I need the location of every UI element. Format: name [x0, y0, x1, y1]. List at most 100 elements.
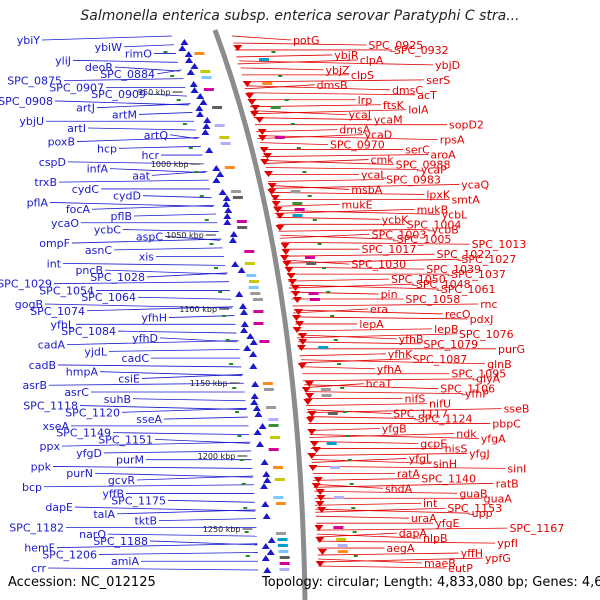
gene-label[interactable]: SPC_1120 [65, 406, 120, 419]
gene-label[interactable]: SPC_0884 [100, 68, 155, 81]
gene-label[interactable]: yfgL [409, 452, 433, 465]
gene-label[interactable]: SPC_1037 [451, 268, 506, 281]
gene-label[interactable]: SPC_1003 [372, 228, 427, 241]
gene-label[interactable]: msbA [351, 183, 382, 196]
gene-label[interactable]: SPC_1004 [407, 218, 462, 231]
gene-label[interactable]: mukE [342, 198, 373, 211]
gene-label[interactable]: aspC [136, 230, 163, 243]
gene-label[interactable]: gcpE [420, 437, 447, 450]
gene-label[interactable]: yfgD [76, 447, 102, 460]
gene-label[interactable]: narQ [79, 528, 106, 541]
gene-label[interactable]: SPC_1087 [412, 353, 467, 366]
gene-label[interactable]: purN [66, 467, 93, 480]
gene-label[interactable]: smtA [451, 193, 480, 206]
gene-label[interactable]: ybiW [95, 41, 123, 54]
gene-label[interactable]: SPC_1167 [509, 522, 564, 535]
gene-label[interactable]: SPC_1175 [111, 494, 166, 507]
gene-label[interactable]: yffB [102, 488, 124, 501]
gene-label[interactable]: ycbC [94, 224, 122, 237]
gene-label[interactable]: cspD [39, 156, 66, 169]
gene-label[interactable]: ycaO [51, 217, 79, 230]
gene-label[interactable]: crr [31, 562, 46, 575]
gene-label[interactable]: ycbK [382, 213, 410, 226]
gene-label[interactable]: aegA [386, 542, 414, 555]
gene-label[interactable]: SPC_1028 [90, 271, 145, 284]
gene-label[interactable]: pncB [75, 264, 103, 277]
gene-label[interactable]: SPC_1206 [42, 548, 97, 561]
gene-label[interactable]: nifS [404, 393, 425, 406]
gene-label[interactable]: SPC_1017 [362, 243, 417, 256]
gene-label[interactable]: SPC_1061 [441, 283, 496, 296]
gene-label[interactable]: SPC_1050 [391, 273, 446, 286]
gene-label[interactable]: dmsA [339, 124, 370, 137]
gene-label[interactable]: yfhH [141, 312, 167, 325]
gene-label[interactable]: int [423, 497, 438, 510]
gene-label[interactable]: era [370, 303, 388, 316]
gene-label[interactable]: SPC_0875 [7, 75, 62, 88]
gene-label[interactable]: ybjZ [326, 64, 351, 77]
gene-label[interactable]: artJ [76, 102, 95, 115]
gene-label[interactable]: ybiY [17, 34, 41, 47]
gene-label[interactable]: guaA [484, 492, 513, 505]
gene-label[interactable]: xseA [42, 420, 69, 433]
gene-label[interactable]: ycaJ [348, 109, 371, 122]
gene-label[interactable]: hmpA [66, 366, 99, 379]
gene-label[interactable]: cydC [72, 183, 100, 196]
gene-label[interactable]: recO [445, 308, 471, 321]
gene-label[interactable]: SPC_0932 [394, 44, 449, 57]
gene-label[interactable]: clpS [351, 69, 374, 82]
gene-label[interactable]: SPC_1106 [440, 383, 495, 396]
gene-label[interactable]: SPC_1022 [436, 248, 491, 261]
gene-label[interactable]: SPC_0983 [386, 173, 441, 186]
gene-label[interactable]: SPC_0925 [368, 39, 423, 52]
gene-label[interactable]: clpA [360, 54, 384, 67]
gene-label[interactable]: sopD2 [449, 119, 484, 132]
gene-label[interactable]: ycaM [374, 114, 403, 127]
gene-label[interactable]: yfhB [399, 333, 424, 346]
gene-label[interactable]: asnC [85, 244, 112, 257]
gene-label[interactable]: yffH [461, 547, 483, 560]
gene-label[interactable]: ypfI [497, 537, 518, 550]
gene-label[interactable]: SPC_1029 [0, 278, 52, 291]
gene-label[interactable]: talA [93, 508, 115, 521]
gene-label[interactable]: cmk [371, 154, 395, 167]
gene-label[interactable]: csiE [118, 372, 140, 385]
gene-label[interactable]: hcaT [366, 378, 393, 391]
gene-label[interactable]: SPC_1027 [461, 253, 516, 266]
gene-label[interactable]: pflB [111, 210, 132, 223]
gene-label[interactable]: yfgJ [469, 447, 490, 460]
gene-label[interactable]: SPC_1182 [9, 521, 64, 534]
gene-label[interactable]: asrB [22, 379, 47, 392]
gene-label[interactable]: rnc [480, 298, 497, 311]
gene-label[interactable]: guaB [459, 487, 487, 500]
gene-label[interactable]: cadA [38, 339, 66, 352]
gene-label[interactable]: hcr [141, 149, 159, 162]
gene-label[interactable]: hcp [97, 142, 117, 155]
gene-label[interactable]: mukB [417, 203, 449, 216]
gene-label[interactable]: artQ [144, 129, 169, 142]
gene-label[interactable]: ppx [40, 440, 61, 453]
gene-label[interactable]: amiA [111, 555, 140, 568]
gene-label[interactable]: pdxJ [470, 313, 494, 326]
gene-label[interactable]: acT [417, 89, 437, 102]
gene-label[interactable]: artM [112, 108, 137, 121]
gene-label[interactable]: purG [498, 343, 525, 356]
gene-label[interactable]: serC [405, 144, 430, 157]
gene-label[interactable]: lepA [359, 318, 384, 331]
gene-label[interactable]: SPC_1151 [98, 433, 153, 446]
gene-label[interactable]: trxB [34, 176, 57, 189]
gene-label[interactable]: cydD [113, 190, 141, 203]
gene-label[interactable]: yfgB [382, 423, 407, 436]
gene-label[interactable]: upp [472, 507, 493, 520]
gene-label[interactable]: purM [116, 454, 144, 467]
gene-label[interactable]: ratA [397, 467, 421, 480]
gene-label[interactable]: SPC_1118 [23, 400, 78, 413]
gene-label[interactable]: SPC_1005 [397, 233, 452, 246]
gene-label[interactable]: focA [66, 203, 91, 216]
gene-label[interactable]: uraA [411, 512, 437, 525]
gene-label[interactable]: SPC_0988 [396, 159, 451, 172]
gene-label[interactable]: bcp [22, 481, 42, 494]
gene-label[interactable]: SPC_1076 [459, 328, 514, 341]
